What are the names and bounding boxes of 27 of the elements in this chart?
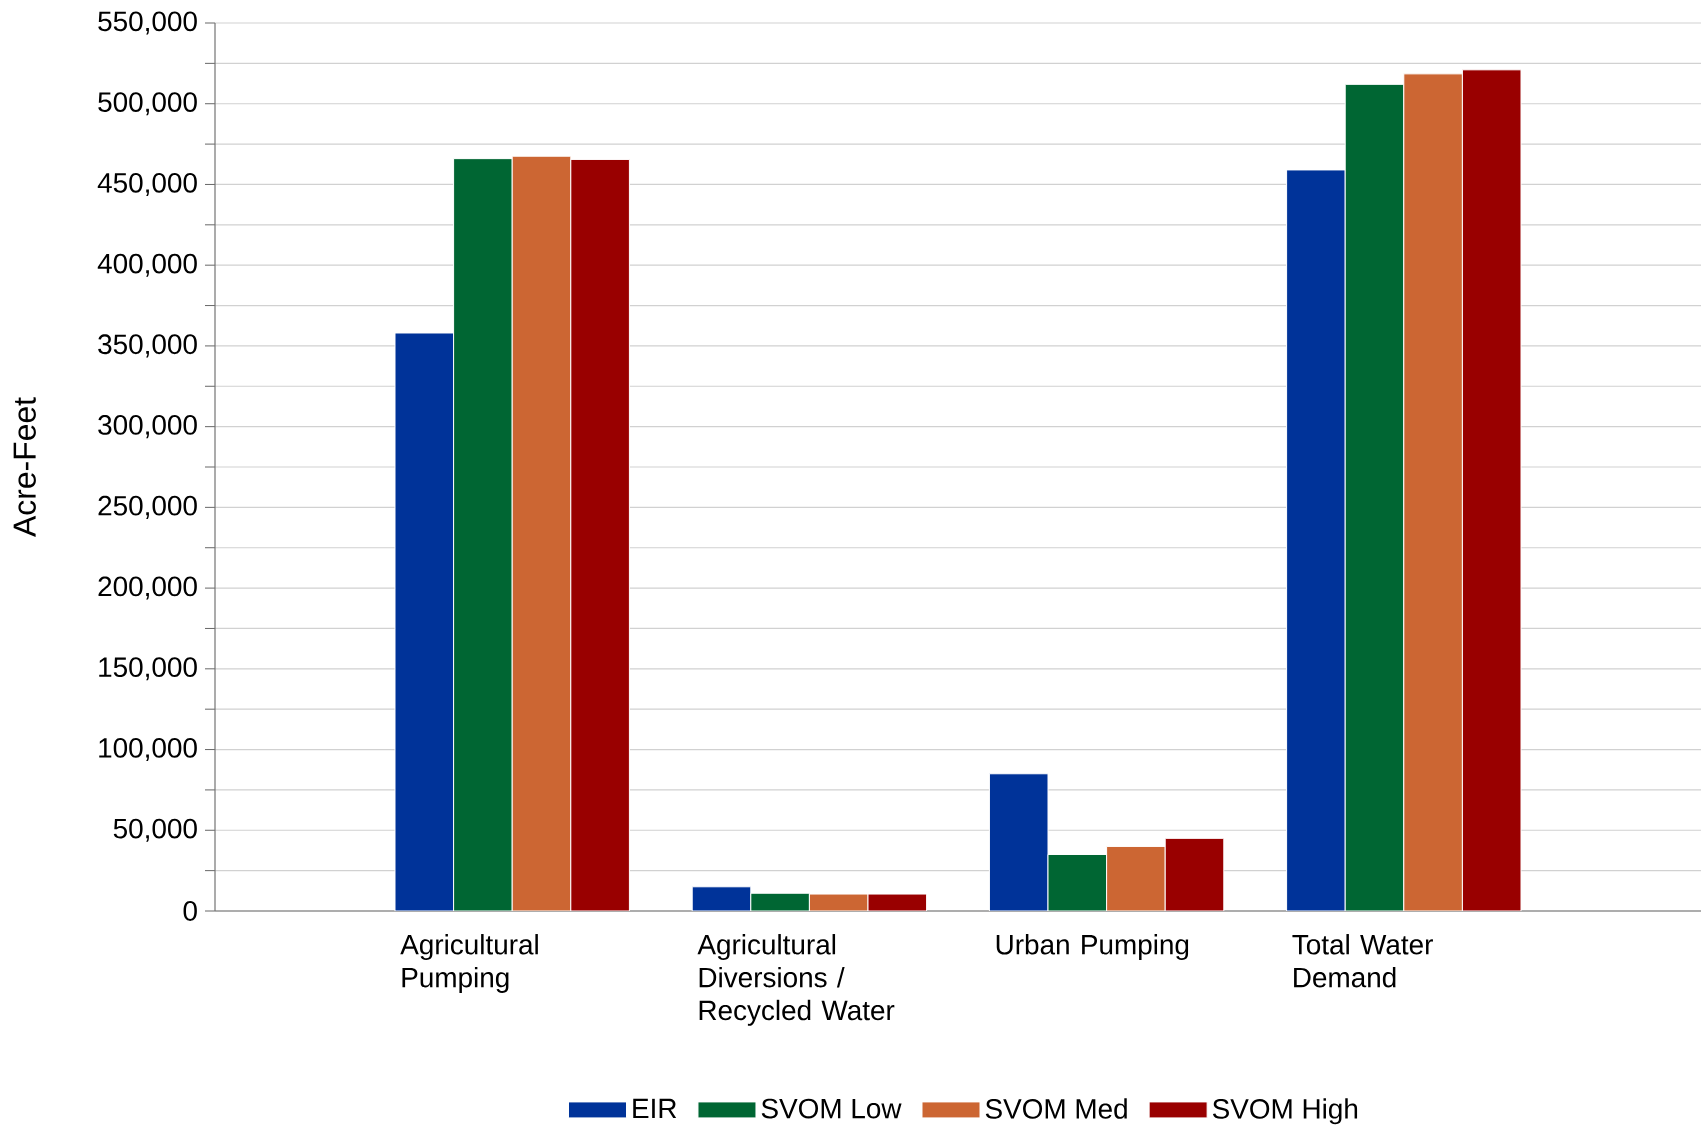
y-tick-label: 0 (183, 901, 197, 921)
bar (1106, 845, 1166, 911)
y-tick-label: 300,000 (98, 415, 197, 439)
bar (511, 155, 572, 911)
y-tick-label: 450,000 (97, 172, 197, 196)
y-tick-label: 350,000 (98, 334, 197, 358)
y-tick-label: 550,000 (98, 11, 197, 35)
y-tick-label: 50,000 (113, 818, 197, 842)
y-tick-label: 250,000 (98, 495, 197, 519)
x-tick-label: Agricultural Pumping (400, 934, 538, 993)
x-tick-label: Urban Pumping (996, 934, 1189, 961)
y-tick-label: 500,000 (98, 92, 197, 116)
legend-label: SVOM Low (761, 1098, 902, 1119)
x-tick-label: Total Water Demand (1292, 934, 1433, 988)
legend-label: SVOM Med (985, 1098, 1127, 1119)
y-tick-label: 150,000 (99, 657, 197, 681)
y-axis-title: Acre-Feet (13, 397, 36, 537)
legend-label: EIR (633, 1098, 677, 1119)
legend-label: SVOM High (1212, 1098, 1358, 1125)
bar (1344, 83, 1405, 911)
bar (1403, 73, 1463, 911)
y-tick-label: 100,000 (99, 738, 197, 762)
bar (453, 158, 513, 911)
y-tick-label: 200,000 (98, 576, 197, 600)
bar (1047, 853, 1108, 911)
y-tick-label: 400,000 (97, 253, 197, 277)
x-tick-label: Agricultural Diversions / Recycled Water (697, 934, 895, 1026)
